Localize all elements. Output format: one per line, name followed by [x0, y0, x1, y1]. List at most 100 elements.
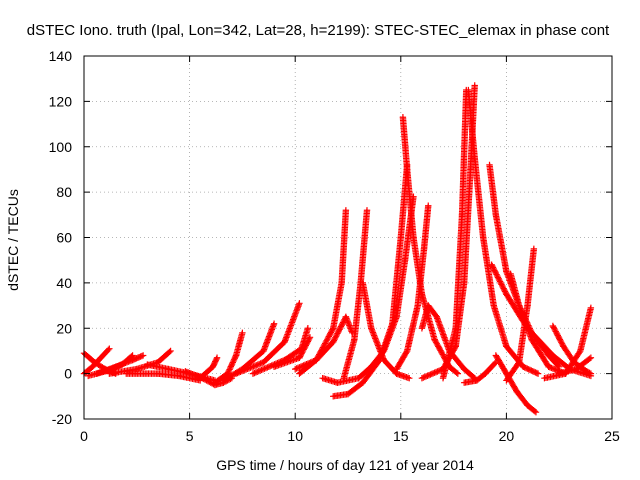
data-point — [333, 331, 340, 339]
data-point — [491, 267, 498, 274]
x-tick-label: 25 — [604, 428, 620, 444]
data-point — [498, 282, 506, 289]
data-point — [499, 283, 507, 291]
data-point — [493, 271, 500, 278]
data-point — [304, 325, 312, 332]
data-point — [314, 354, 321, 361]
data-point — [324, 336, 331, 343]
data-points — [80, 82, 595, 416]
data-point — [206, 378, 213, 386]
data-point — [229, 359, 237, 366]
data-point — [239, 329, 246, 336]
data-series — [549, 322, 595, 377]
data-point — [336, 326, 343, 333]
data-series — [393, 202, 432, 373]
data-point — [252, 369, 260, 376]
data-point — [316, 349, 324, 357]
data-point — [501, 286, 508, 294]
data-point — [334, 328, 342, 336]
y-tick-label: 120 — [49, 93, 73, 109]
data-point — [318, 345, 326, 353]
data-series — [465, 86, 542, 377]
data-point — [306, 334, 314, 341]
data-point — [320, 343, 327, 350]
x-axis-label: GPS time / hours of day 121 of year 2014 — [216, 457, 474, 473]
data-point — [403, 349, 410, 356]
data-point — [429, 370, 437, 377]
data-point — [330, 338, 337, 346]
data-series — [503, 245, 538, 384]
data-point — [139, 352, 147, 359]
data-point — [337, 323, 345, 330]
data-point — [491, 268, 499, 275]
data-point — [576, 349, 583, 356]
data-point — [258, 366, 265, 374]
data-point — [251, 369, 258, 377]
data-point — [434, 368, 441, 375]
data-point — [534, 370, 542, 377]
data-point — [530, 245, 538, 253]
data-point — [201, 376, 209, 383]
data-point — [587, 304, 595, 312]
data-point — [363, 207, 371, 214]
data-point — [262, 364, 270, 372]
data-point — [494, 274, 502, 281]
data-point — [230, 356, 238, 363]
data-point — [317, 348, 324, 355]
data-point — [254, 368, 261, 375]
data-point — [424, 372, 431, 379]
data-point — [496, 278, 504, 285]
data-series — [488, 261, 595, 380]
data-point — [166, 348, 173, 356]
data-series — [123, 370, 204, 384]
data-series — [270, 334, 314, 371]
data-point — [213, 354, 221, 361]
data-point — [514, 360, 522, 367]
data-point — [296, 300, 303, 307]
data-point — [329, 326, 336, 333]
data-point — [213, 355, 220, 363]
axis-ticks: 0 5 10 15 20 25 -20 0 20 40 60 80 100 120 140 — [49, 48, 620, 444]
data-point — [293, 365, 300, 372]
data-point — [587, 354, 595, 361]
data-point — [313, 356, 320, 364]
x-tick-label: 0 — [80, 428, 88, 444]
data-point — [225, 367, 233, 375]
y-tick-label: 60 — [56, 230, 72, 246]
data-point — [325, 333, 333, 340]
data-point — [306, 335, 313, 342]
data-point — [167, 347, 174, 355]
y-tick-label: 20 — [56, 320, 72, 336]
data-series — [507, 270, 569, 377]
data-point — [292, 365, 299, 373]
data-point — [315, 352, 322, 360]
data-point — [489, 262, 496, 270]
data-point — [453, 369, 460, 376]
x-tick-label: 10 — [287, 428, 303, 444]
data-point — [422, 373, 430, 380]
data-point — [498, 281, 505, 288]
data-point — [418, 374, 426, 382]
data-point — [432, 312, 439, 319]
data-point — [338, 322, 345, 329]
data-point — [327, 329, 335, 336]
y-tick-label: 140 — [49, 48, 73, 64]
data-point — [427, 371, 434, 378]
data-point — [586, 355, 593, 362]
data-point — [431, 369, 438, 376]
y-tick-label: -20 — [52, 411, 72, 427]
data-point — [255, 367, 262, 375]
data-point — [313, 355, 321, 362]
data-point — [261, 365, 268, 372]
data-point — [227, 364, 234, 372]
data-point — [421, 373, 428, 381]
data-point — [332, 334, 339, 341]
data-point — [337, 324, 344, 332]
data-point — [494, 272, 501, 280]
data-series — [359, 279, 413, 382]
data-point — [500, 285, 507, 292]
data-point — [454, 370, 462, 377]
y-tick-label: 100 — [49, 139, 73, 155]
data-point — [532, 408, 540, 416]
